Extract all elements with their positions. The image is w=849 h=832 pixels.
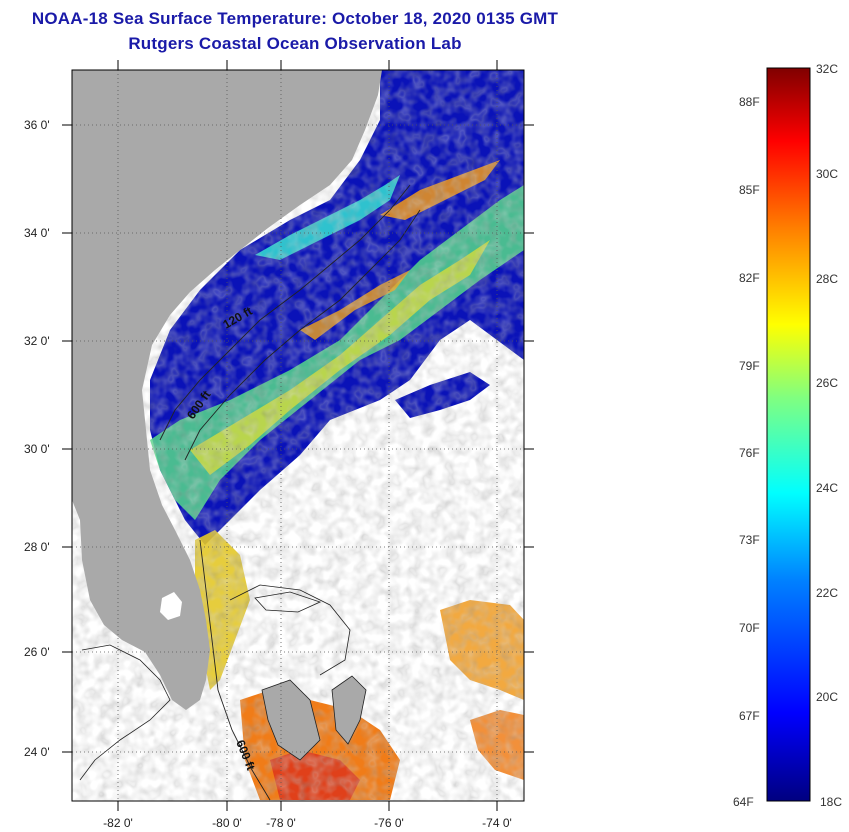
cb-label-32C: 32C [816,62,838,76]
lat-label-24: 24 0' [24,745,50,759]
lat-label-26: 26 0' [24,645,50,659]
cb-label-20C: 20C [816,690,838,704]
land-mass [72,70,382,710]
lat-label-30: 30 0' [24,442,50,456]
cb-label-64F: 64F [733,795,754,809]
lon-label-74: -74 0' [482,816,512,830]
cb-label-18C: 18C [820,795,842,809]
map-title: NOAA-18 Sea Surface Temperature: October… [31,9,559,28]
contour-bahama-bank-2 [229,584,351,676]
lake-okeechobee [160,592,182,620]
cb-label-24C: 24C [816,481,838,495]
cb-label-26C: 26C [816,376,838,390]
lon-label-78: -78 0' [266,816,296,830]
contour-120ft [159,184,411,441]
lat-label-34: 34 0' [24,226,50,240]
cb-label-88F: 88F [739,95,760,109]
colorbar-gradient [766,67,811,802]
contour-bahama-bank [79,644,171,781]
contour-600ft-south [199,539,271,801]
lon-label-76: -76 0' [374,816,404,830]
bahamas-grand [254,591,322,613]
axis-ticks [62,60,534,811]
map-frame [71,69,525,802]
map-layers [72,70,524,801]
lon-label-80: -80 0' [212,816,242,830]
cb-label-79F: 79F [739,359,760,373]
bahamas-andros [261,679,321,761]
cb-label-73F: 73F [739,533,760,547]
cb-label-30C: 30C [816,167,838,181]
cb-label-85F: 85F [739,183,760,197]
map-subtitle: Rutgers Coastal Ocean Observation Lab [128,34,462,53]
cb-label-82F: 82F [739,271,760,285]
lon-label-82: -82 0' [103,816,133,830]
cb-label-67F: 67F [739,709,760,723]
graticule [72,70,524,801]
lat-label-32: 32 0' [24,334,50,348]
contour-600ft [184,209,421,461]
cb-label-22C: 22C [816,586,838,600]
cb-label-76F: 76F [739,446,760,460]
lat-label-36: 36 0' [24,118,50,132]
cb-label-70F: 70F [739,621,760,635]
bahamas-eleuthera [331,675,367,745]
lat-label-28: 28 0' [24,540,50,554]
cb-label-28C: 28C [816,272,838,286]
